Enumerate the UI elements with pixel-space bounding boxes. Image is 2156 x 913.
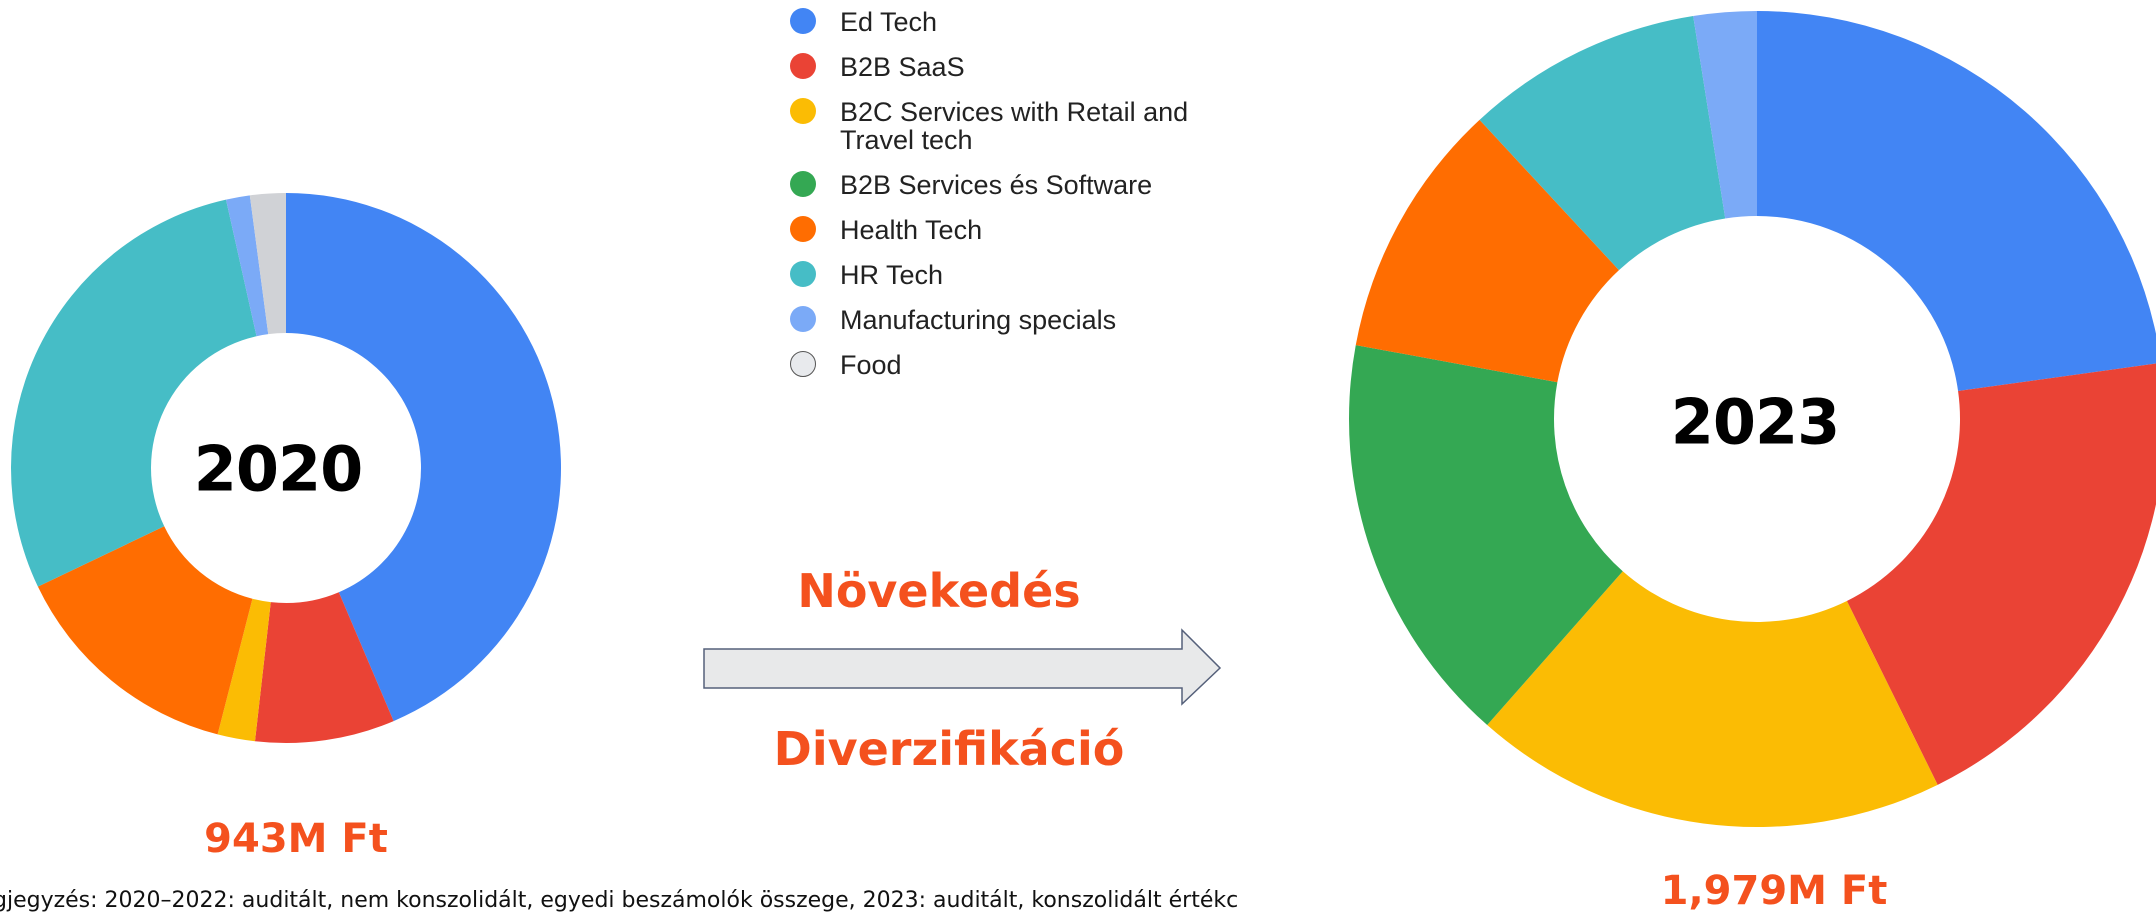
legend-marker <box>790 261 816 287</box>
legend-label: Manufacturing specials <box>840 305 1117 335</box>
arrow-bottom-label: Diverzifikáció <box>773 722 1125 776</box>
donut-slice <box>1349 345 1623 726</box>
legend-label: HR Tech <box>840 260 944 290</box>
donut-slice <box>1487 571 1938 827</box>
arrow-top-label: Növekedés <box>797 564 1081 618</box>
legend-marker <box>790 8 816 34</box>
chart-title: 2020 <box>193 432 364 506</box>
legend-item: B2B Services és Software <box>790 171 1230 199</box>
legend-marker <box>790 351 816 377</box>
donut-slice <box>254 592 394 743</box>
legend-item: B2C Services with Retail and Travel tech <box>790 98 1230 154</box>
legend-marker <box>790 171 816 197</box>
legend-marker <box>790 98 816 124</box>
donut-slice <box>1846 363 2156 785</box>
legend-item: HR Tech <box>790 261 1230 289</box>
donut-slice <box>1757 11 2156 392</box>
legend-marker <box>790 53 816 79</box>
legend-label: B2B Services és Software <box>840 170 1153 200</box>
donut-slice <box>1479 16 1726 271</box>
donut-slice <box>286 193 561 722</box>
legend-label: B2C Services with Retail and Travel tech <box>840 97 1189 155</box>
legend-label: Ed Tech <box>840 7 938 37</box>
legend-label: B2B SaaS <box>840 52 965 82</box>
legend: Ed Tech B2B SaaS B2C Services with Retail … <box>790 8 1230 396</box>
total-label: 1,979M Ft <box>1660 868 1888 913</box>
arrow <box>703 628 1222 706</box>
donut-slice <box>1693 11 1757 219</box>
donut-slice <box>249 193 286 335</box>
legend-marker <box>790 216 816 242</box>
total-label: 943M Ft <box>204 816 388 862</box>
donut-slice <box>1355 119 1619 383</box>
chart-title: 2023 <box>1670 385 1841 459</box>
footnote: gjegyzés: 2020–2022: auditált, nem konsz… <box>0 888 1239 913</box>
donut-slice <box>11 199 257 587</box>
legend-item: Health Tech <box>790 216 1230 244</box>
legend-item: Food <box>790 351 1230 379</box>
donut-slice <box>217 598 271 742</box>
donut-slice <box>226 195 269 337</box>
legend-label: Food <box>840 350 902 380</box>
legend-label: Health Tech <box>840 215 983 245</box>
legend-item: Manufacturing specials <box>790 306 1230 334</box>
legend-marker <box>790 306 816 332</box>
legend-item: B2B SaaS <box>790 53 1230 81</box>
donut-slice <box>37 526 253 735</box>
legend-item: Ed Tech <box>790 8 1230 36</box>
